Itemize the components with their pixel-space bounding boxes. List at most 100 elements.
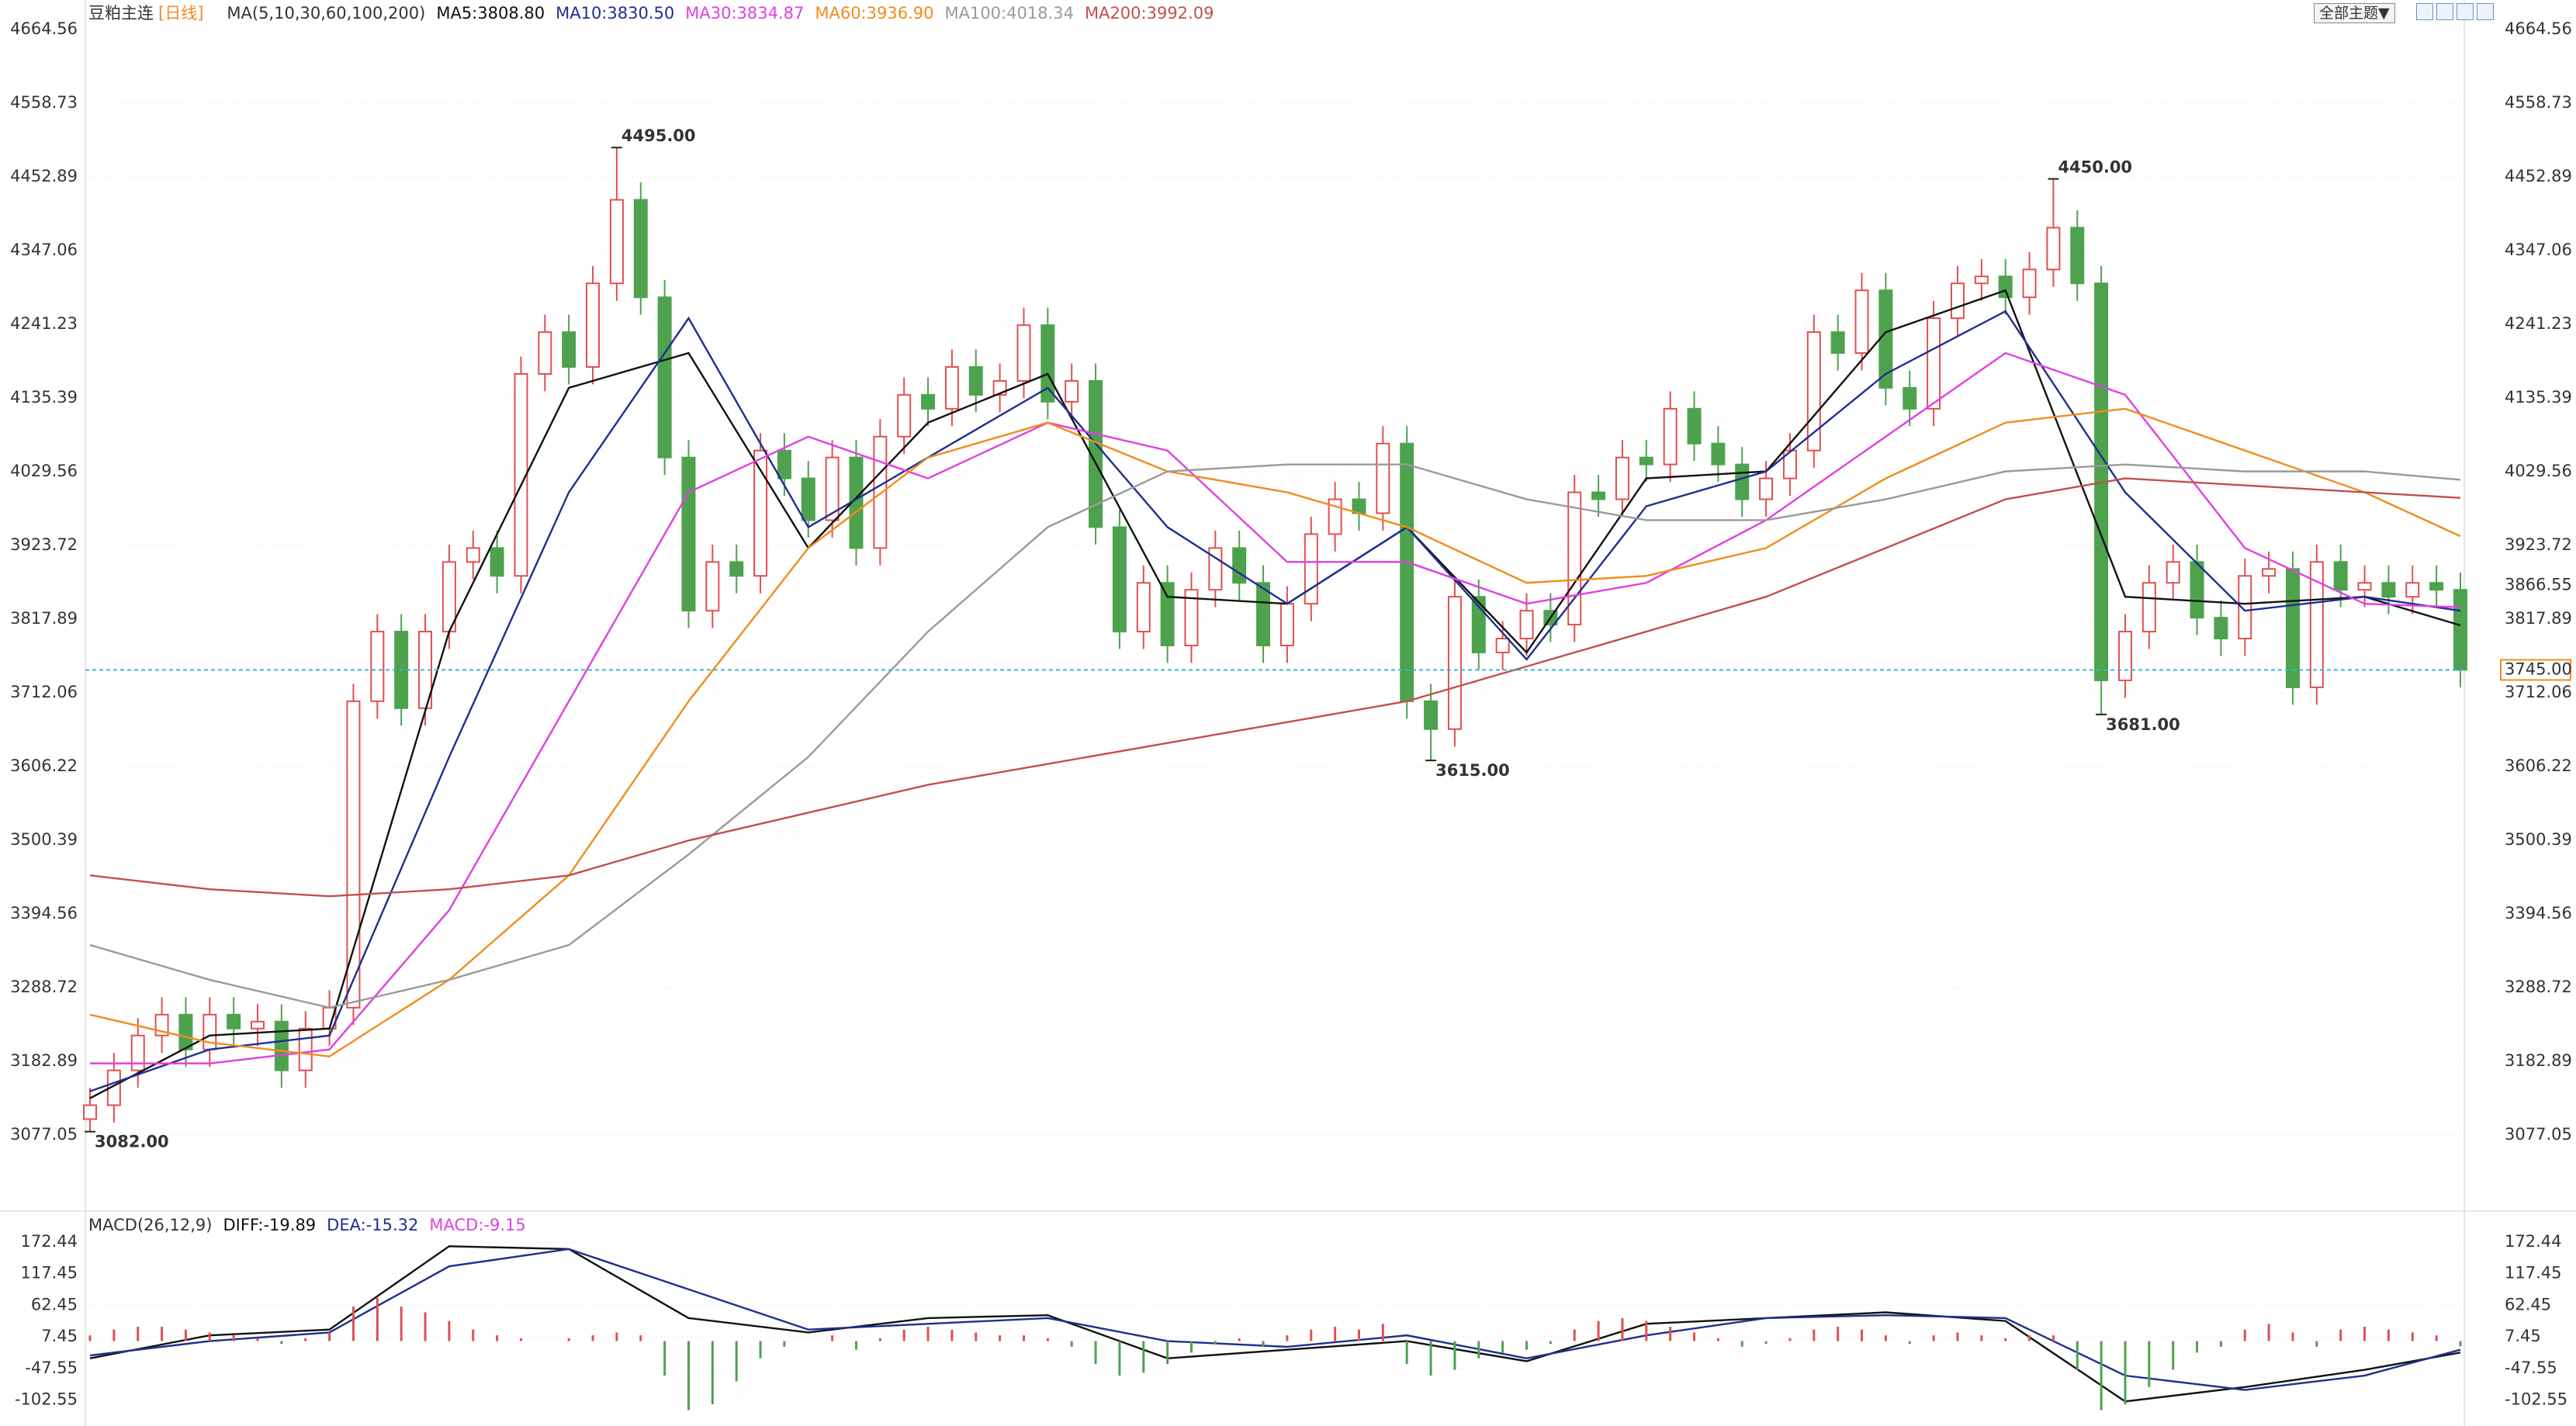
candle-body bbox=[106, 1069, 121, 1106]
candle-body bbox=[2070, 227, 2085, 285]
y-tick-label: 4347.06 bbox=[2505, 241, 2572, 259]
candle-body bbox=[1471, 596, 1486, 654]
period-label: [日线] bbox=[158, 4, 203, 22]
candle-body bbox=[921, 393, 936, 410]
candle-body bbox=[1495, 638, 1510, 654]
candle-body bbox=[1806, 331, 1821, 452]
y-tick-label: -47.55 bbox=[25, 1359, 78, 1377]
y-tick-label: 3712.06 bbox=[10, 683, 78, 701]
candle-body bbox=[1998, 275, 2013, 299]
legend-entry: MA200:3992.09 bbox=[1085, 4, 1214, 22]
candle-body bbox=[729, 561, 744, 577]
candle-body bbox=[466, 547, 480, 563]
indicator-label: MA(5,10,30,60,100,200) bbox=[227, 4, 425, 22]
candle-body bbox=[2214, 617, 2228, 640]
candle-body bbox=[1687, 407, 1702, 445]
price-marker-label: 3866.55 bbox=[2505, 575, 2572, 594]
y-tick-label: 172.44 bbox=[21, 1232, 78, 1251]
candle-body bbox=[1089, 379, 1103, 528]
candle-body bbox=[1279, 603, 1294, 647]
y-tick-label: 3923.72 bbox=[10, 535, 78, 554]
candle-body bbox=[1591, 491, 1606, 500]
toolbar-icon[interactable] bbox=[2457, 3, 2474, 20]
legend-entry: MA30:3834.87 bbox=[685, 4, 804, 22]
macd-line bbox=[89, 1248, 2461, 1391]
y-tick-label: 4558.73 bbox=[2505, 93, 2572, 112]
candle-body bbox=[2309, 561, 2324, 688]
legend-entry: MA100:4018.34 bbox=[944, 4, 1073, 22]
candle-body bbox=[1400, 442, 1414, 702]
ma-line bbox=[89, 310, 2461, 1092]
y-tick-label: 62.45 bbox=[2505, 1295, 2551, 1314]
y-tick-label: 4664.56 bbox=[2505, 19, 2572, 38]
candle-body bbox=[609, 199, 624, 285]
candle-body bbox=[1376, 442, 1390, 514]
y-tick-label: 4347.06 bbox=[10, 241, 78, 259]
candle-body bbox=[1232, 547, 1247, 584]
y-tick-label: 3817.89 bbox=[2505, 609, 2572, 628]
header: MACD(26,12,9) DIFF:-19.89 DEA:-15.32 MACD:-… bbox=[88, 1216, 526, 1234]
candle-body bbox=[1759, 477, 1774, 500]
y-tick-label: -102.55 bbox=[15, 1390, 78, 1409]
y-tick-label: 4558.73 bbox=[10, 93, 78, 112]
toolbar-icon[interactable] bbox=[2416, 3, 2433, 20]
y-tick-label: 4452.89 bbox=[10, 167, 78, 185]
candle-body bbox=[2285, 568, 2300, 688]
candle-body bbox=[562, 331, 576, 368]
y-tick-label: -102.55 bbox=[2505, 1390, 2567, 1409]
toolbar-icon[interactable] bbox=[2477, 3, 2494, 20]
y-tick-label: 3500.39 bbox=[10, 830, 78, 849]
annotation: 3615.00 bbox=[1435, 761, 1510, 780]
candle-body bbox=[1447, 596, 1462, 730]
y-tick-label: 3606.22 bbox=[2505, 756, 2572, 775]
y-tick-label: 4029.56 bbox=[2505, 462, 2572, 480]
candle-body bbox=[1519, 610, 1534, 640]
candle-body bbox=[1663, 407, 1678, 466]
candle-body bbox=[873, 435, 888, 549]
y-tick-label: 7.45 bbox=[2505, 1327, 2541, 1345]
y-tick-label: 3288.72 bbox=[2505, 978, 2572, 996]
candle-body bbox=[2381, 582, 2396, 598]
y-tick-label: 3182.89 bbox=[10, 1051, 78, 1070]
theme-button[interactable]: 全部主题▼ bbox=[2314, 3, 2395, 23]
y-tick-label: 172.44 bbox=[2505, 1232, 2561, 1251]
y-tick-label: 3077.05 bbox=[2505, 1125, 2572, 1144]
candle-body bbox=[346, 700, 361, 1009]
candle-body bbox=[1016, 324, 1031, 382]
ma-line bbox=[89, 463, 2461, 1009]
candle-body bbox=[897, 393, 912, 438]
candle-body bbox=[1711, 442, 1726, 466]
y-tick-label: 3500.39 bbox=[2505, 830, 2572, 849]
toolbar-icon[interactable] bbox=[2436, 3, 2453, 20]
candle-body bbox=[1639, 456, 1653, 466]
candle-body bbox=[1136, 582, 1151, 633]
candle-body bbox=[1735, 463, 1750, 500]
y-tick-label: 3288.72 bbox=[10, 978, 78, 996]
candle-body bbox=[1567, 491, 1582, 626]
y-tick-label: 4135.39 bbox=[2505, 388, 2572, 407]
candle-body bbox=[1854, 289, 1869, 355]
candle-body bbox=[1782, 449, 1797, 479]
legend-entry: DEA:-15.32 bbox=[327, 1216, 418, 1234]
candle-body bbox=[1112, 526, 1127, 633]
y-tick-label: 4452.89 bbox=[2505, 167, 2572, 185]
candle-body bbox=[2429, 582, 2444, 591]
candle-body bbox=[681, 456, 696, 612]
last-price-box bbox=[2500, 659, 2571, 681]
candle-body bbox=[657, 296, 672, 459]
candle-body bbox=[1065, 379, 1079, 403]
candle-body bbox=[1830, 331, 1845, 355]
candle-body bbox=[1424, 700, 1439, 730]
y-tick-label: 3394.56 bbox=[2505, 904, 2572, 922]
ma-line bbox=[89, 477, 2461, 898]
candle-body bbox=[203, 1013, 217, 1050]
candle-body bbox=[2453, 589, 2467, 671]
candle-body bbox=[753, 449, 768, 577]
candle-body bbox=[274, 1020, 289, 1071]
candle-body bbox=[777, 449, 791, 479]
candle-body bbox=[801, 477, 815, 521]
candle-body bbox=[370, 631, 385, 702]
candle-body bbox=[1256, 582, 1271, 647]
candle-body bbox=[1160, 582, 1175, 647]
